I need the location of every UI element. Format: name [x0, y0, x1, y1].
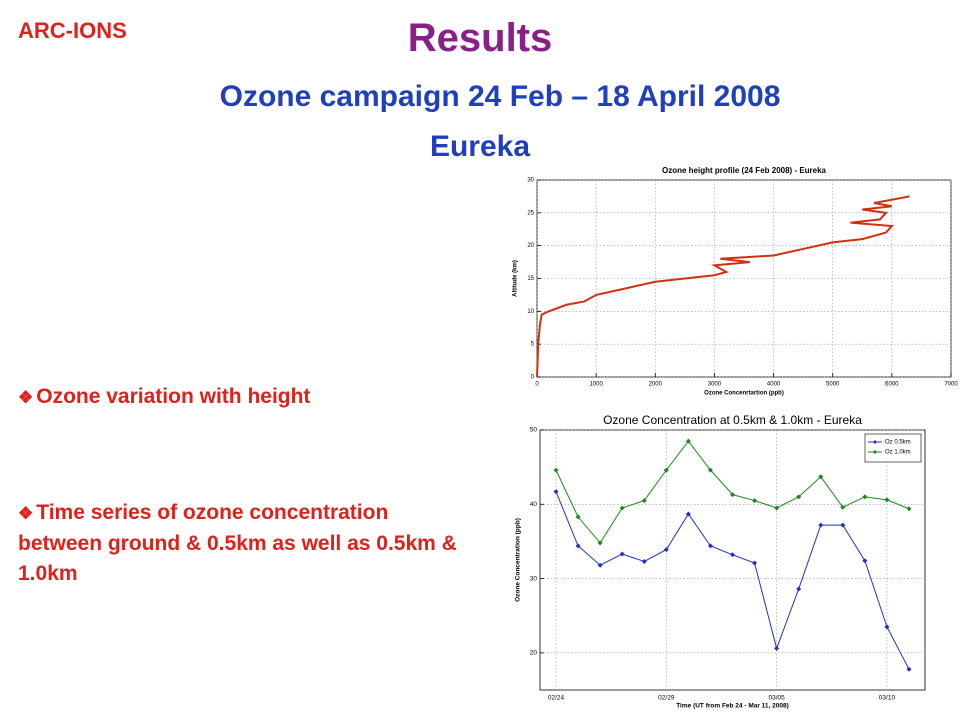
y-tick-label: 10	[527, 309, 534, 315]
legend-label: Oz 0.5km	[885, 440, 911, 446]
y-tick-label: 20	[530, 650, 538, 657]
marker	[707, 467, 713, 473]
bullet: Ozone variation with height	[18, 382, 468, 413]
org-label: ARC-IONS	[18, 18, 127, 43]
y-tick-label: 0	[531, 375, 535, 381]
slide-subtitle: Ozone campaign 24 Feb – 18 April 2008	[219, 80, 781, 113]
x-tick-label: 0	[535, 382, 539, 388]
x-tick-label: 6000	[885, 382, 899, 388]
chart: 0 5 10 15 20 25 30 0 1000 2000 3000 4000 5000 6000 700…	[505, 165, 958, 397]
y-axis-label: Altitude (km)	[513, 260, 519, 297]
marker	[685, 511, 691, 517]
marker	[752, 498, 758, 504]
x-axis-label: Time (UT from Feb 24 - Mar 11, 2008)	[676, 703, 789, 710]
marker	[752, 560, 758, 566]
marker	[818, 474, 824, 480]
marker	[840, 522, 846, 528]
marker	[663, 547, 669, 553]
marker	[553, 467, 559, 473]
marker	[619, 551, 625, 557]
marker	[796, 494, 802, 500]
x-tick-label: 03/05	[768, 695, 785, 702]
x-tick-label: 4000	[767, 382, 781, 388]
x-tick-label: 02/29	[658, 695, 675, 702]
marker	[641, 498, 647, 504]
marker	[884, 624, 890, 630]
marker	[774, 505, 780, 511]
marker	[730, 492, 735, 498]
legend-box	[864, 433, 922, 463]
marker	[796, 586, 802, 592]
slide-title: Results	[407, 16, 553, 60]
y-tick-label: 15	[527, 276, 534, 282]
chart-title: Ozone height profile (24 Feb 2008) - Eur…	[662, 166, 827, 175]
y-tick-label: 5	[531, 342, 535, 348]
bullet: Time series of ozone concentration betwe…	[18, 498, 468, 589]
x-axis-label: Ozone Concenrtartion (ppb)	[704, 391, 784, 397]
marker	[862, 494, 868, 500]
marker	[663, 467, 669, 473]
x-tick-label: 03/10	[879, 695, 896, 702]
legend-marker	[873, 450, 877, 454]
marker	[884, 497, 890, 503]
legend-label: Oz 1.0km	[885, 450, 911, 456]
x-tick-label: 1000	[589, 382, 603, 388]
location: Eureka	[429, 130, 531, 163]
marker	[619, 505, 625, 511]
series-line	[536, 195, 910, 378]
marker	[818, 522, 824, 528]
x-tick-label: 5000	[826, 382, 840, 388]
marker	[840, 504, 846, 510]
marker	[641, 558, 647, 564]
y-tick-label: 30	[530, 575, 538, 582]
marker	[906, 666, 912, 672]
x-tick-label: 7000	[944, 382, 958, 388]
y-tick-label: 50	[530, 427, 538, 434]
marker	[597, 562, 603, 568]
x-tick-label: 02/24	[548, 695, 565, 702]
marker	[774, 645, 780, 651]
marker	[730, 552, 735, 558]
y-tick-label: 20	[527, 243, 534, 249]
legend-marker	[873, 440, 877, 444]
y-axis-label: Ozone Concentration (ppb)	[515, 518, 522, 602]
marker	[553, 489, 559, 495]
marker	[685, 438, 691, 444]
marker	[575, 514, 581, 520]
chart-title: Ozone Concentration at 0.5km & 1.0km - E…	[603, 413, 862, 427]
chart: 20 30 40 50 02/24 02/29 03/05 03/10 Ozone Concen…	[505, 410, 935, 710]
marker	[597, 540, 603, 546]
x-tick-label: 3000	[708, 382, 722, 388]
marker	[707, 543, 713, 549]
y-tick-label: 40	[530, 501, 538, 508]
marker	[862, 558, 868, 564]
y-tick-label: 25	[527, 210, 534, 216]
marker	[906, 506, 912, 512]
y-tick-label: 30	[527, 178, 534, 184]
marker	[575, 543, 581, 549]
plot-area	[539, 429, 926, 691]
x-tick-label: 2000	[649, 382, 663, 388]
